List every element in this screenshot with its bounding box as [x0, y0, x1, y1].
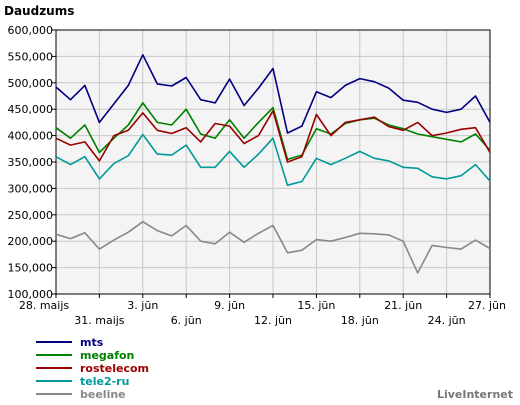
y-tick-label: 350,000	[8, 156, 54, 169]
y-tick-label: 450,000	[8, 103, 54, 116]
x-tick-label: 3. jūn	[127, 299, 158, 312]
x-tick-label: 24. jūn	[428, 314, 466, 327]
series-line-beeline	[55, 220, 491, 274]
y-tick-label: 400,000	[8, 130, 54, 143]
y-tick-label: 600,000	[8, 24, 54, 37]
x-tick-label: 27. jūn	[468, 299, 506, 312]
x-tick-label: 31. maijs	[74, 314, 125, 327]
x-tick-label: 12. jūn	[254, 314, 292, 327]
y-tick-label: 500,000	[8, 77, 54, 90]
x-tick-label: 28. maijs	[19, 299, 70, 312]
legend-label-tele2-ru: tele2-ru	[80, 375, 129, 388]
legend-label-rostelecom: rostelecom	[80, 362, 149, 375]
series-line-mts	[55, 53, 491, 134]
legend-label-mts: mts	[80, 336, 104, 349]
x-tick-label: 9. jūn	[214, 299, 245, 312]
y-axis: 100,000 150,000 200,000 250,000 300,000 350,0…	[8, 24, 56, 301]
x-tick-label: 15. jūn	[297, 299, 335, 312]
series-line-tele2-ru	[55, 133, 491, 186]
x-tick-label: 6. jūn	[171, 314, 202, 327]
x-tick-label: 21. jūn	[384, 299, 422, 312]
series-line-rostelecom	[55, 110, 491, 163]
chart-title: Daudzums	[4, 4, 74, 18]
x-tick-label: 18. jūn	[341, 314, 379, 327]
liveinternet-branding: LiveInternet	[437, 388, 513, 401]
series-line-megafon	[55, 102, 491, 161]
plot-frame	[55, 29, 491, 295]
series-lines	[55, 53, 491, 274]
y-tick-label: 150,000	[8, 262, 54, 275]
y-tick-label: 100,000	[8, 288, 54, 301]
y-tick-label: 200,000	[8, 235, 54, 248]
y-tick-label: 250,000	[8, 209, 54, 222]
y-tick-label: 550,000	[8, 50, 54, 63]
y-tick-label: 300,000	[8, 182, 54, 195]
legend-label-megafon: megafon	[80, 349, 134, 362]
legend-label-beeline: beeline	[80, 388, 126, 401]
